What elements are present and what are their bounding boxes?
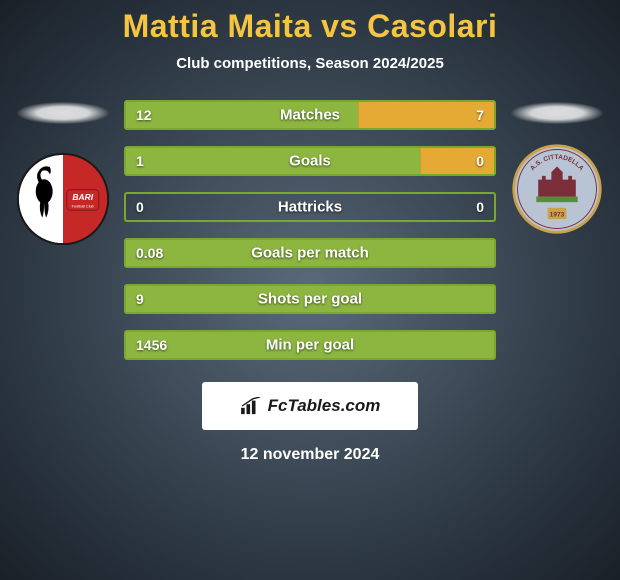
stat-label: Goals bbox=[289, 153, 331, 170]
left-team-badge: BARI Football Club bbox=[16, 152, 110, 246]
stat-fill-right bbox=[358, 102, 494, 128]
footer-brand: FcTables.com bbox=[202, 382, 418, 430]
stat-label: Min per goal bbox=[266, 337, 354, 354]
stat-bar-shots-per-goal: 9 Shots per goal bbox=[124, 284, 496, 314]
svg-text:Football Club: Football Club bbox=[72, 204, 94, 208]
stat-bar-hattricks: 0 Hattricks 0 bbox=[124, 192, 496, 222]
stat-label: Shots per goal bbox=[258, 291, 362, 308]
right-team-badge: A.S. CITTADELLA 1973 bbox=[510, 142, 604, 236]
stat-label: Goals per match bbox=[251, 245, 369, 262]
cittadella-badge-icon: A.S. CITTADELLA 1973 bbox=[510, 142, 604, 236]
stat-value-right: 7 bbox=[476, 107, 484, 123]
stat-value-left: 0.08 bbox=[136, 245, 163, 261]
stat-value-right: 0 bbox=[476, 153, 484, 169]
stat-fill-left bbox=[126, 148, 420, 174]
footer-brand-text: FcTables.com bbox=[268, 396, 381, 416]
comparison-card: Mattia Maita vs Casolari Club competitio… bbox=[0, 0, 620, 464]
stat-value-left: 12 bbox=[136, 107, 152, 123]
stat-value-left: 1456 bbox=[136, 337, 167, 353]
left-team-col: BARI Football Club bbox=[8, 100, 118, 246]
stat-value-left: 0 bbox=[136, 199, 144, 215]
svg-text:1973: 1973 bbox=[550, 211, 565, 218]
stat-bar-matches: 12 Matches 7 bbox=[124, 100, 496, 130]
stat-label: Hattricks bbox=[278, 199, 342, 216]
fctables-chart-icon bbox=[240, 397, 262, 415]
right-team-col: A.S. CITTADELLA 1973 bbox=[502, 100, 612, 236]
player-shadow-right bbox=[511, 102, 603, 124]
bari-badge-icon: BARI Football Club bbox=[16, 152, 110, 246]
stats-column: 12 Matches 7 1 Goals 0 0 Hattricks 0 0.08 Goals pe… bbox=[118, 100, 502, 360]
stat-value-left: 9 bbox=[136, 291, 144, 307]
svg-text:BARI: BARI bbox=[72, 192, 93, 202]
stat-bar-goals-per-match: 0.08 Goals per match bbox=[124, 238, 496, 268]
date-label: 12 november 2024 bbox=[0, 446, 620, 464]
main-row: BARI Football Club 12 Matches 7 1 Goals 0 0 Hat… bbox=[0, 100, 620, 360]
subtitle: Club competitions, Season 2024/2025 bbox=[0, 55, 620, 72]
player-shadow-left bbox=[17, 102, 109, 124]
stat-bar-goals: 1 Goals 0 bbox=[124, 146, 496, 176]
stat-label: Matches bbox=[280, 107, 340, 124]
stat-value-right: 0 bbox=[476, 199, 484, 215]
page-title: Mattia Maita vs Casolari bbox=[0, 8, 620, 45]
stat-value-left: 1 bbox=[136, 153, 144, 169]
stat-bar-min-per-goal: 1456 Min per goal bbox=[124, 330, 496, 360]
